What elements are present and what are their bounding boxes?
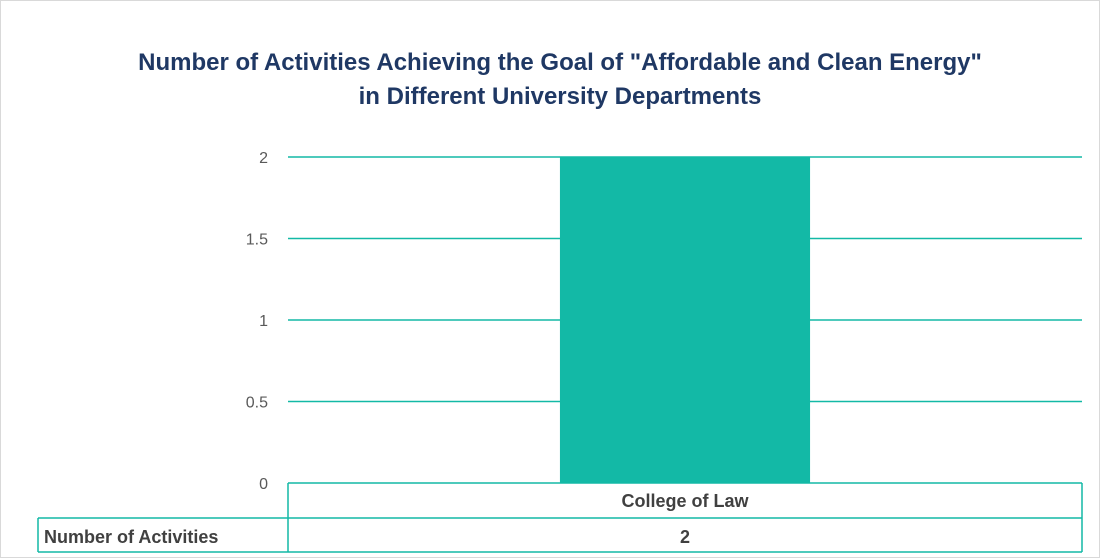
- data-table-series-label: Number of Activities: [44, 527, 218, 547]
- y-tick-label: 0: [259, 476, 268, 493]
- y-tick-label: 0.5: [246, 395, 268, 412]
- x-category-label: College of Law: [621, 491, 749, 511]
- y-tick-label: 1: [259, 313, 268, 330]
- y-tick-label: 2: [259, 150, 268, 167]
- y-tick-label: 1.5: [246, 232, 268, 249]
- data-table-value: 2: [680, 527, 690, 547]
- bar: [560, 157, 810, 483]
